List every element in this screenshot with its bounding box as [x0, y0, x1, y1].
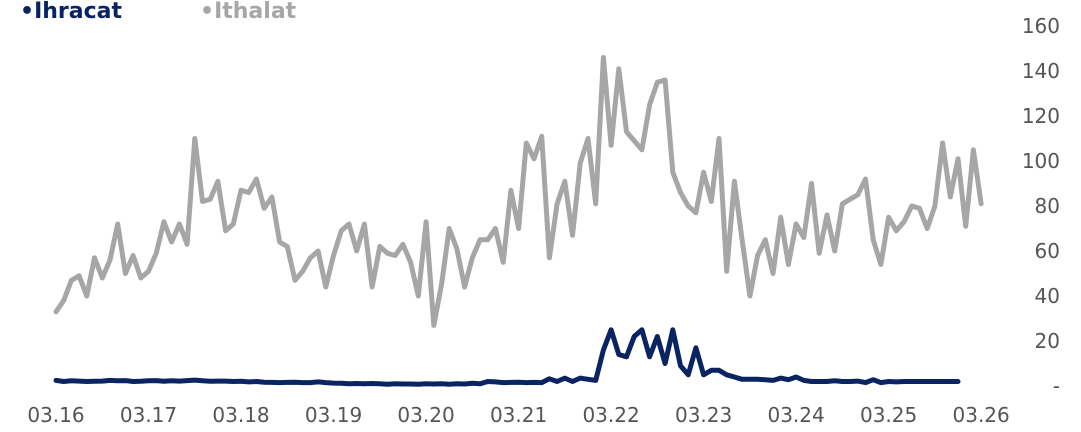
- x-axis: 03.16 03.17 03.18 03.19 03.20 03.21 03.22 03.23…: [27, 403, 1009, 427]
- y-tick-label: 140: [1022, 59, 1060, 83]
- series-line-ithalat: [53, 55, 984, 328]
- legend-dot-ihracat: •: [20, 0, 34, 24]
- x-tick-label: 03.17: [120, 403, 177, 427]
- x-tick-label: 03.23: [675, 403, 732, 427]
- legend-item-ihracat: •Ihracat: [20, 0, 122, 24]
- y-tick-label: 160: [1022, 14, 1060, 38]
- y-tick-label: 80: [1035, 194, 1060, 218]
- y-axis: - 20 40 60 80 100 120 140 160: [1022, 14, 1060, 398]
- x-tick-label: 03.20: [397, 403, 454, 427]
- x-tick-label: 03.16: [27, 403, 84, 427]
- y-tick-label: 120: [1022, 104, 1060, 128]
- legend: •Ihracat •Ithalat: [20, 0, 297, 24]
- x-tick-label: 03.22: [582, 403, 639, 427]
- series-layer: [53, 55, 984, 387]
- x-tick-label: 03.26: [953, 403, 1010, 427]
- x-tick-label: 03.21: [490, 403, 547, 427]
- y-tick-label: 40: [1035, 284, 1060, 308]
- x-tick-label: 03.24: [767, 403, 824, 427]
- y-tick-label: -: [1053, 374, 1060, 398]
- legend-label-ithalat: Ithalat: [214, 0, 297, 24]
- x-tick-label: 03.18: [212, 403, 269, 427]
- y-tick-label: 60: [1035, 239, 1060, 263]
- x-tick-label: 03.19: [305, 403, 362, 427]
- legend-item-ithalat: •Ithalat: [200, 0, 297, 24]
- y-tick-label: 20: [1035, 329, 1060, 353]
- legend-dot-ithalat: •: [200, 0, 214, 24]
- legend-label-ihracat: Ihracat: [34, 0, 122, 24]
- x-tick-label: 03.25: [860, 403, 917, 427]
- series-line-ihracat: [53, 327, 961, 387]
- y-tick-label: 100: [1022, 149, 1060, 173]
